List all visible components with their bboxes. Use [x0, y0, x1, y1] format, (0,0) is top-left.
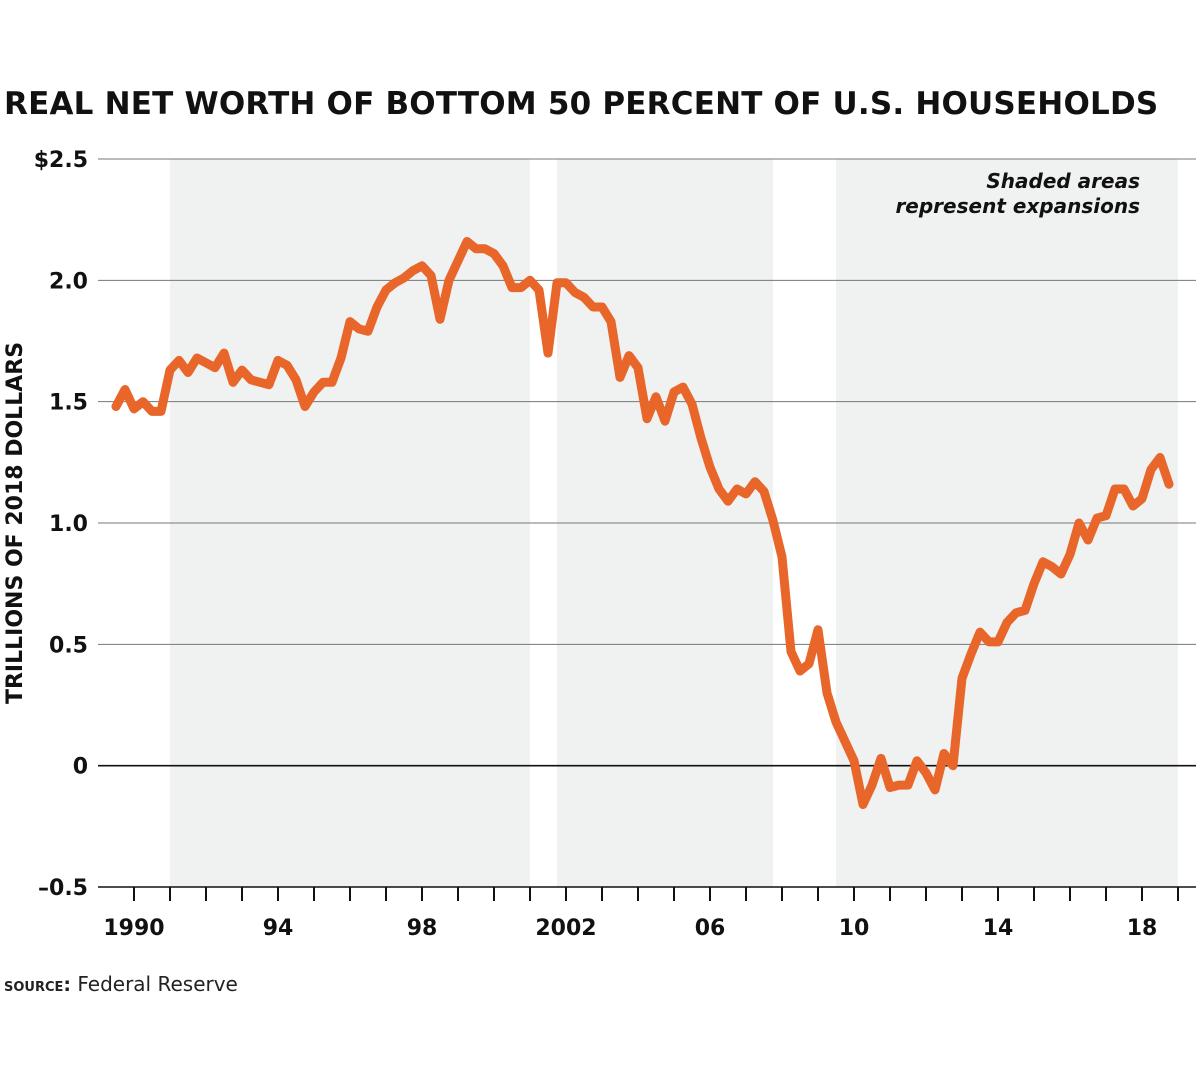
y-tick-label-4: 0.5 [49, 633, 88, 658]
x-tick-label-4: 06 [695, 916, 726, 941]
y-tick-label-5: 0 [73, 755, 88, 780]
x-tick-label-5: 10 [839, 916, 870, 941]
x-tick-label-1: 94 [263, 916, 294, 941]
y-tick-label-2: 1.5 [49, 391, 88, 416]
annotation-line-1: Shaded areas [986, 169, 1140, 193]
series-lines [111, 237, 1174, 809]
x-tick-label-2: 98 [407, 916, 438, 941]
series-line-0 [111, 237, 1174, 809]
x-tick-label-3: 2002 [535, 916, 596, 941]
y-tick-label-6: –0.5 [38, 876, 88, 901]
source-label: SOURCE: [4, 974, 71, 996]
y-tick-label-0: $2.5 [34, 148, 88, 173]
x-tick-label-6: 14 [983, 916, 1014, 941]
source-text: Federal Reserve [77, 972, 238, 996]
y-tick-label-1: 2.0 [49, 269, 88, 294]
annotation-line-2: represent expansions [895, 194, 1140, 218]
chart-title: REAL NET WORTH OF BOTTOM 50 PERCENT OF U… [4, 86, 1159, 122]
x-axis-ticks: 1990 94 98 2002 06 10 14 18 [103, 887, 1179, 941]
y-tick-labels: $2.5 2.0 1.5 1.0 0.5 0 –0.5 [34, 148, 88, 901]
y-axis-label: TRILLIONS OF 2018 DOLLARS [3, 342, 28, 704]
source-note: SOURCE: Federal Reserve [4, 972, 238, 996]
y-tick-label-3: 1.0 [49, 512, 88, 537]
x-tick-label-0: 1990 [103, 916, 164, 941]
gridlines [98, 158, 1196, 888]
x-tick-label-7: 18 [1127, 916, 1158, 941]
